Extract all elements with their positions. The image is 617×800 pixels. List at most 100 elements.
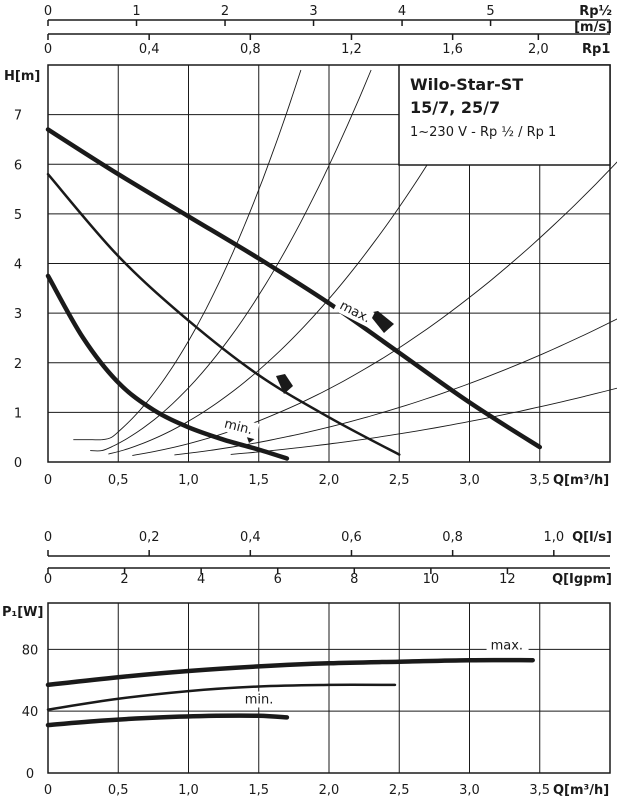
power-curve-label-bg <box>240 691 283 708</box>
igpm-tick-label: 0 <box>44 572 52 587</box>
igpm-tick-label: 6 <box>274 572 282 587</box>
ls-tick-label: 0,6 <box>341 530 362 545</box>
power-x-tick-label: 3,0 <box>459 783 480 798</box>
title-variants: 15/7, 25/7 <box>410 98 500 117</box>
power-x-tick-label: 2,5 <box>389 783 410 798</box>
head-x-tick-label: 0,5 <box>108 473 129 488</box>
title-box: Wilo-Star-ST 15/7, 25/7 1~230 V - Rp ½ /… <box>398 64 611 166</box>
rp-half-tick-label: 2 <box>221 4 229 19</box>
power-curve-label-bg <box>486 637 529 654</box>
head-curve-label-bg <box>218 414 260 440</box>
power-x-tick-label: 2,0 <box>319 783 340 798</box>
power-grid <box>48 603 610 773</box>
rp-half-tick-label: 3 <box>309 4 317 19</box>
ls-tick-label: 0,4 <box>240 530 261 545</box>
power-y-tick-label: 0 <box>26 767 34 782</box>
rp-half-tick-label: 4 <box>398 4 406 19</box>
head-y-tick-label: 7 <box>14 109 22 124</box>
head-x-tick-label: 1,0 <box>178 473 199 488</box>
head-y-tick-label: 4 <box>14 258 22 273</box>
rp-half-tick-label: 0 <box>44 4 52 19</box>
head-axis-ticks: 0 0,5 1,0 1,5 2,0 2,5 3,0 3,5 0 1 2 3 4 5 6 7 <box>14 109 550 488</box>
power-curve-label-max: max. <box>491 638 523 653</box>
head-y-tick-label: 1 <box>14 406 22 421</box>
system-curve-2 <box>90 69 372 452</box>
title-spec: 1~230 V - Rp ½ / Rp 1 <box>410 125 556 140</box>
head-y-tick-label: 6 <box>14 158 22 173</box>
head-top-ticks: 0 1 2 3 4 5 0 0,4 0,8 1,2 1,6 2,0 <box>44 4 549 57</box>
head-curve-label-bg <box>333 295 375 328</box>
title-box-frame <box>398 64 611 166</box>
speed-marker-max <box>368 311 394 333</box>
system-curve-6 <box>230 387 617 455</box>
ls-tick-label: 0 <box>44 530 52 545</box>
head-y-tick-label: 2 <box>14 357 22 372</box>
power-top-ticks: 0 0,2 0,4 0,6 0,8 1,0 0 2 4 6 8 10 12 <box>44 530 564 587</box>
rp-one-tick-label: 0,8 <box>240 42 261 57</box>
rp-half-tick-label: 1 <box>132 4 140 19</box>
head-curve-label-min: min. <box>218 414 260 440</box>
power-x-tick-label: 3,5 <box>529 783 550 798</box>
speed-marker-mid <box>276 374 293 394</box>
head-curve-labels: max.min. <box>218 295 375 440</box>
head-top-axes: 0 1 2 3 4 5 0 0,4 0,8 1,2 1,6 2,0 Rp½ [m/s] Rp1 <box>44 4 612 57</box>
system-curve-1 <box>73 69 302 441</box>
top-axis-unit-ls: Q[l/s] <box>572 530 612 545</box>
igpm-tick-label: 8 <box>350 572 358 587</box>
power-plot-frame <box>47 602 611 774</box>
system-curve-4 <box>132 161 617 456</box>
power-x-tick-label: 0 <box>44 783 52 798</box>
power-y-tick-label: 80 <box>22 643 39 658</box>
top-axis-unit-igpm: Q[Igpm] <box>552 572 612 587</box>
power-y-tick-label: 40 <box>22 705 39 720</box>
head-x-tick-label: 3,5 <box>529 473 550 488</box>
power-x-axis-title: Q[m³/h] <box>553 783 609 798</box>
head-x-tick-label: 2,5 <box>389 473 410 488</box>
top-axis-unit-rp-one: Rp1 <box>582 42 610 57</box>
power-curve-max <box>45 657 535 688</box>
system-curve-3 <box>108 69 484 455</box>
rp-one-tick-label: 0 <box>44 42 52 57</box>
system-curve-5 <box>174 318 617 456</box>
power-x-tick-label: 1,0 <box>178 783 199 798</box>
head-y-tick-label: 5 <box>14 208 22 223</box>
head-y-tick-label: 3 <box>14 307 22 322</box>
power-top-axes: 0 0,2 0,4 0,6 0,8 1,0 0 2 4 6 8 10 12 Q[l/s] Q[Igpm] <box>44 530 612 587</box>
power-chart: 0 0,2 0,4 0,6 0,8 1,0 0 2 4 6 8 10 12 Q[l/s] Q[Igpm]… <box>2 530 612 798</box>
ls-tick-label: 0,2 <box>139 530 160 545</box>
head-curve-max <box>45 127 543 450</box>
rp-half-tick-label: 5 <box>486 4 494 19</box>
power-series <box>45 657 535 728</box>
igpm-tick-label: 4 <box>197 572 205 587</box>
power-axis-ticks: 0 0,5 1,0 1,5 2,0 2,5 3,0 3,5 0 40 80 <box>22 643 550 798</box>
power-x-tick-label: 1,5 <box>248 783 269 798</box>
rp-one-tick-label: 1,2 <box>341 42 362 57</box>
head-x-axis-title: Q[m³/h] <box>553 473 609 488</box>
igpm-tick-label: 12 <box>499 572 516 587</box>
igpm-tick-label: 2 <box>120 572 128 587</box>
head-x-tick-label: 1,5 <box>248 473 269 488</box>
power-curve-label-min: min. <box>245 692 274 707</box>
rp-one-tick-label: 0,4 <box>139 42 160 57</box>
head-chart: 0 1 2 3 4 5 0 0,4 0,8 1,2 1,6 2,0 Rp½ [m/s] Rp1 H[m… <box>4 4 617 488</box>
head-curve-min <box>45 273 290 461</box>
power-curve-min <box>45 713 290 728</box>
head-curve-label-text: min. <box>223 417 254 438</box>
power-axis-title: P₁[W] <box>2 605 43 620</box>
head-x-tick-label: 2,0 <box>319 473 340 488</box>
rp-one-tick-label: 1,6 <box>442 42 463 57</box>
head-series <box>45 127 543 461</box>
head-x-tick-label: 0 <box>44 473 52 488</box>
power-x-tick-label: 0,5 <box>108 783 129 798</box>
head-axis-title: H[m] <box>4 69 40 84</box>
power-curve-mid <box>46 683 397 711</box>
head-plot-frame <box>47 64 611 463</box>
igpm-tick-label: 10 <box>423 572 440 587</box>
ls-tick-label: 1,0 <box>543 530 564 545</box>
top-axis-unit-rp-half: Rp½ <box>579 4 612 19</box>
rp-one-tick-label: 2,0 <box>528 42 549 57</box>
title-product-name: Wilo-Star-ST <box>410 75 523 94</box>
head-y-tick-label: 0 <box>14 456 22 471</box>
head-x-tick-label: 3,0 <box>459 473 480 488</box>
head-curve-mid <box>46 172 401 456</box>
